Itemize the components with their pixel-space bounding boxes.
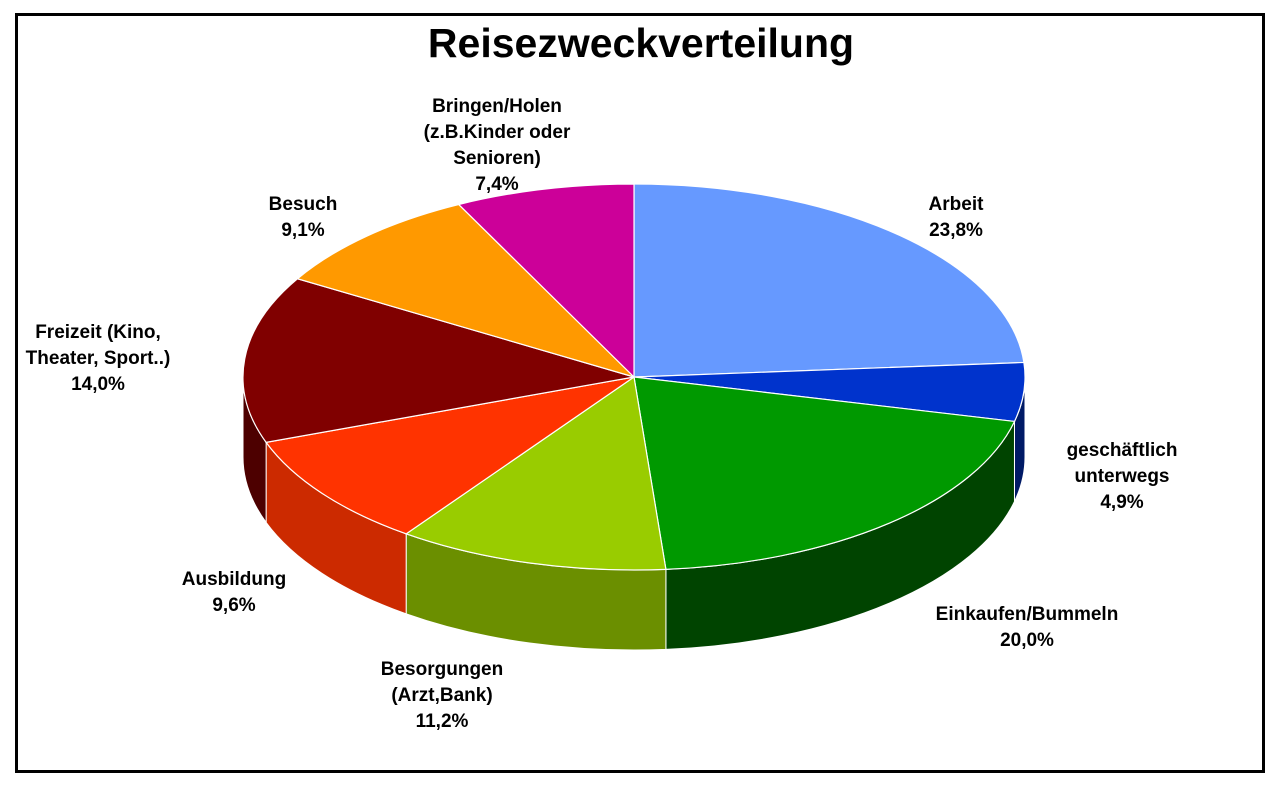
slice-category-label: (z.B.Kinder oder: [424, 122, 571, 143]
slice-label-6: Besuch 9,1%: [269, 194, 338, 241]
slice-value-label: 20,0%: [1000, 630, 1054, 651]
slice-value-label: 9,6%: [212, 595, 255, 616]
slice-value-label: 9,1%: [281, 220, 324, 241]
slice-category-label: unterwegs: [1074, 466, 1169, 487]
slice-category-label: Theater, Sport..): [26, 348, 171, 369]
slice-value-label: 14,0%: [71, 374, 125, 395]
slice-category-label: Arbeit: [929, 194, 985, 215]
slice-category-label: (Arzt,Bank): [391, 685, 492, 706]
slice-value-label: 4,9%: [1100, 492, 1143, 513]
slice-category-label: Freizeit (Kino,: [35, 322, 161, 343]
slice-label-4: Ausbildung 9,6%: [182, 569, 286, 616]
slice-category-label: Besorgungen: [381, 659, 503, 680]
slice-label-2: Einkaufen/Bummeln 20,0%: [936, 604, 1119, 651]
slice-category-label: Senioren): [453, 148, 541, 169]
pie-labels: Arbeit 23,8% geschäftlich unterwegs 4,9% Eink…: [26, 96, 1178, 732]
slice-category-label: Besuch: [269, 194, 338, 215]
pie-slice-2: [633, 376, 1016, 570]
pie-slice-0: [633, 183, 1025, 378]
pie-slice-7: [457, 183, 635, 379]
slice-label-3: Besorgungen (Arzt,Bank) 11,2%: [381, 659, 503, 732]
pie-slice-6: [296, 203, 635, 378]
pie-slice-4: [265, 376, 635, 535]
slice-value-label: 11,2%: [416, 711, 469, 732]
slice-category-label: Einkaufen/Bummeln: [936, 604, 1119, 625]
slice-label-0: Arbeit 23,8%: [929, 194, 985, 241]
slice-category-label: Ausbildung: [182, 569, 286, 590]
slice-category-label: Bringen/Holen: [432, 96, 562, 117]
pie-slice-3: [404, 375, 667, 571]
chart-title: Reisezweckverteilung: [427, 20, 855, 66]
slice-label-5: Freizeit (Kino, Theater, Sport..) 14,0%: [26, 322, 171, 395]
slice-label-7: Bringen/Holen (z.B.Kinder oder Senioren) 7,…: [424, 96, 571, 195]
pie-slice-5: [242, 278, 635, 444]
pie-slices: [242, 183, 1026, 571]
slice-value-label: 23,8%: [929, 220, 983, 241]
slice-category-label: geschäftlich: [1067, 440, 1178, 461]
slice-value-label: 7,4%: [475, 174, 518, 195]
slice-label-1: geschäftlich unterwegs 4,9%: [1067, 440, 1178, 513]
